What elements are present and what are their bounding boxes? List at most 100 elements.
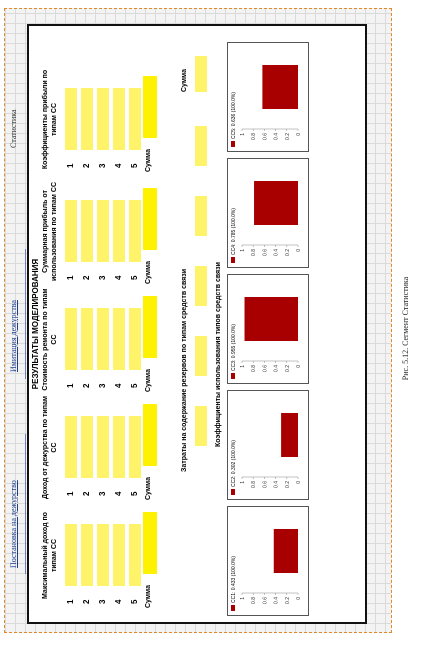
usage-chart-svg: 0 0.2 0.4 0.6 0.8 1 <box>240 413 302 488</box>
table-row: 3 <box>95 179 111 284</box>
row-number: 2 <box>82 163 91 168</box>
column-header: Стоимость ремонта по типам СС <box>42 288 58 391</box>
column-max-income: Максимальный доход по типам СС 1 2 3 4 5… <box>41 503 159 608</box>
value-field[interactable] <box>113 200 125 262</box>
y-tick-label: 0 <box>296 133 302 136</box>
y-tick-label: 0.8 <box>251 249 257 256</box>
table-row: 4 <box>111 179 127 284</box>
y-tick-label: 0 <box>296 365 302 368</box>
y-tick-label: 0.4 <box>274 365 280 372</box>
row-number: 3 <box>98 383 107 388</box>
value-field[interactable] <box>97 416 109 478</box>
legend-label: СС2: 0.302 (100.0%) <box>231 440 237 487</box>
value-field[interactable] <box>113 88 125 150</box>
sum-field[interactable] <box>143 296 157 358</box>
value-field[interactable] <box>81 524 93 586</box>
value-field[interactable] <box>81 416 93 478</box>
row-number: 5 <box>130 163 139 168</box>
screenshot-frame: Постановка на дежурство Имитация дежурст… <box>4 8 392 633</box>
value-field[interactable] <box>129 200 141 262</box>
table-row: 3 <box>95 67 111 172</box>
row-number: 4 <box>114 275 123 280</box>
chart-legend: СС4: 0.785 (100.0%) <box>231 208 237 263</box>
value-field[interactable] <box>129 524 141 586</box>
table-row: 2 <box>79 179 95 284</box>
table-row: 2 <box>79 503 95 608</box>
tab-underline <box>25 434 26 574</box>
reserve-cost-field[interactable] <box>195 196 207 236</box>
value-field[interactable] <box>65 200 77 262</box>
tab-duty-simulation[interactable]: Имитация дежурства <box>9 300 18 372</box>
table-row: 2 <box>79 287 95 392</box>
column-profit-coefficients: Коэффициенты прибыли по типам СС 1 2 3 4… <box>41 67 159 172</box>
row-number: 1 <box>66 599 75 604</box>
results-title: РЕЗУЛЬТАТЫ МОДЕЛИРОВАНИЯ <box>31 258 40 390</box>
reserve-cost-field[interactable] <box>195 126 207 166</box>
usage-chart-svg: 0 0.2 0.4 0.6 0.8 1 <box>240 181 302 256</box>
tab-statistics[interactable]: Статистика <box>9 109 18 148</box>
column-header: Доход от дежурства по типам СС <box>42 395 58 500</box>
column-header: Максимальный доход по типам СС <box>42 512 58 599</box>
table-row: 1 <box>63 179 79 284</box>
column-duty-income: Доход от дежурства по типам СС 1 2 3 4 5… <box>41 395 159 500</box>
value-field[interactable] <box>81 200 93 262</box>
table-row: 1 <box>63 395 79 500</box>
sum-field[interactable] <box>143 76 157 138</box>
row-number: 2 <box>82 383 91 388</box>
value-field[interactable] <box>65 88 77 150</box>
y-tick-label: 0.2 <box>285 481 291 488</box>
y-tick-label: 0.8 <box>251 133 257 140</box>
value-field[interactable] <box>129 308 141 370</box>
sum-label: Сумма <box>145 260 152 284</box>
reserve-cost-field[interactable] <box>195 266 207 306</box>
chart-legend: СС1: 0.433 (100.0%) <box>231 556 237 611</box>
y-tick-label: 0.4 <box>274 481 280 488</box>
value-field[interactable] <box>129 88 141 150</box>
row-number: 5 <box>130 275 139 280</box>
value-field[interactable] <box>97 88 109 150</box>
usage-chart-1: 0 0.2 0.4 0.6 0.8 1 СС1: 0.433 (100.0%) <box>227 506 309 616</box>
reserve-cost-field[interactable] <box>195 336 207 376</box>
value-field[interactable] <box>97 524 109 586</box>
sum-label: Сумма <box>145 148 152 172</box>
table-row: 4 <box>111 503 127 608</box>
table-row: 5 <box>127 395 143 500</box>
table-row: 1 <box>63 503 79 608</box>
row-number: 4 <box>114 163 123 168</box>
y-tick-label: 0.2 <box>285 249 291 256</box>
y-tick-label: 0.4 <box>274 597 280 604</box>
y-tick-label: 0.6 <box>262 597 268 604</box>
row-number: 3 <box>98 491 107 496</box>
table-row: 1 <box>63 67 79 172</box>
sum-field[interactable] <box>143 188 157 250</box>
value-field[interactable] <box>65 524 77 586</box>
value-field[interactable] <box>65 416 77 478</box>
value-field[interactable] <box>97 200 109 262</box>
sum-field[interactable] <box>143 512 157 574</box>
row-number: 3 <box>98 599 107 604</box>
row-number: 5 <box>130 599 139 604</box>
row-number: 1 <box>66 163 75 168</box>
value-field[interactable] <box>81 308 93 370</box>
legend-label: СС5: 0.636 (100.0%) <box>231 92 237 139</box>
value-field[interactable] <box>113 308 125 370</box>
sum-row: Сумма <box>143 287 159 392</box>
row-number: 3 <box>98 275 107 280</box>
sum-row: Сумма <box>143 179 159 284</box>
value-field[interactable] <box>97 308 109 370</box>
value-field[interactable] <box>81 88 93 150</box>
sum-row: Сумма <box>143 395 159 500</box>
usage-bar <box>254 181 298 225</box>
reserve-sum-field[interactable] <box>195 56 207 92</box>
sum-field[interactable] <box>143 404 157 466</box>
figure-caption-area: Рис. 5.12. Сегмент Статистика <box>395 0 417 657</box>
value-field[interactable] <box>65 308 77 370</box>
legend-swatch <box>231 141 235 147</box>
column-header: Коэффициенты прибыли по типам СС <box>42 69 58 170</box>
value-field[interactable] <box>113 524 125 586</box>
tab-duty-setup[interactable]: Постановка на дежурство <box>9 480 18 568</box>
legend-swatch <box>231 605 235 611</box>
value-field[interactable] <box>113 416 125 478</box>
reserve-cost-field[interactable] <box>195 406 207 446</box>
value-field[interactable] <box>129 416 141 478</box>
